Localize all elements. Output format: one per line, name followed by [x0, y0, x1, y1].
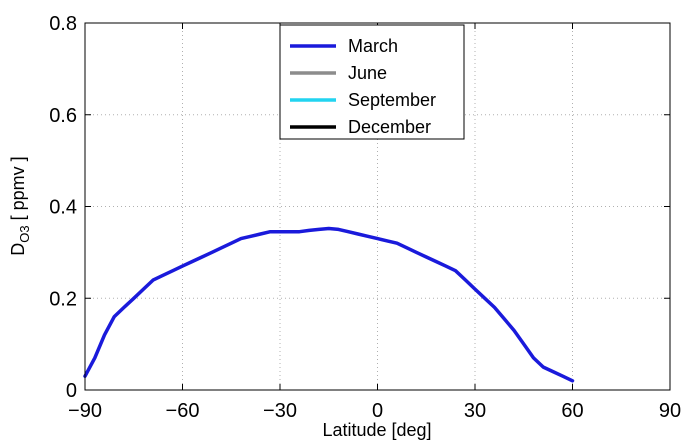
- legend-entry-june: June: [290, 63, 387, 83]
- legend-label-september: September: [348, 90, 436, 110]
- y-tick-label: 0: [66, 380, 77, 402]
- legend-label-june: June: [348, 63, 387, 83]
- axis-ticks: [84, 22, 671, 391]
- legend-label-december: December: [348, 117, 431, 137]
- y-tick-label: 0.4: [49, 197, 77, 219]
- series-lines: [83, 226, 575, 383]
- legend-label-march: March: [348, 36, 398, 56]
- legend-entry-september: September: [290, 90, 436, 110]
- legend-entry-march: March: [290, 36, 398, 56]
- x-tick-label: 90: [659, 400, 681, 422]
- y-tick-label: 0.8: [49, 13, 77, 35]
- x-tick-label: 0: [372, 400, 383, 422]
- y-tick-labels: 0 0.2 0.4 0.6 0.8: [49, 13, 77, 402]
- y-axis-label-rest: [ ppmv ]: [8, 156, 28, 225]
- series-line-march: [83, 226, 575, 383]
- x-tick-label: 30: [464, 400, 486, 422]
- legend-entry-december: December: [290, 117, 431, 137]
- y-tick-label: 0.6: [49, 105, 77, 127]
- y-axis-label-main: D: [8, 243, 28, 256]
- legend: March June September December: [279, 24, 465, 140]
- x-tick-label: 60: [561, 400, 583, 422]
- x-axis-label: Latitude [deg]: [322, 420, 431, 440]
- x-tick-label: −90: [68, 400, 102, 422]
- legend-box: [279, 24, 465, 140]
- x-tick-labels: −90 −60 −30 0 30 60 90: [68, 400, 681, 422]
- y-axis-label-sub: O3: [17, 225, 32, 242]
- x-tick-label: −30: [263, 400, 297, 422]
- y-axis-label: DO3 [ ppmv ]: [8, 156, 32, 255]
- x-tick-label: −60: [166, 400, 200, 422]
- y-tick-label: 0.2: [49, 288, 77, 310]
